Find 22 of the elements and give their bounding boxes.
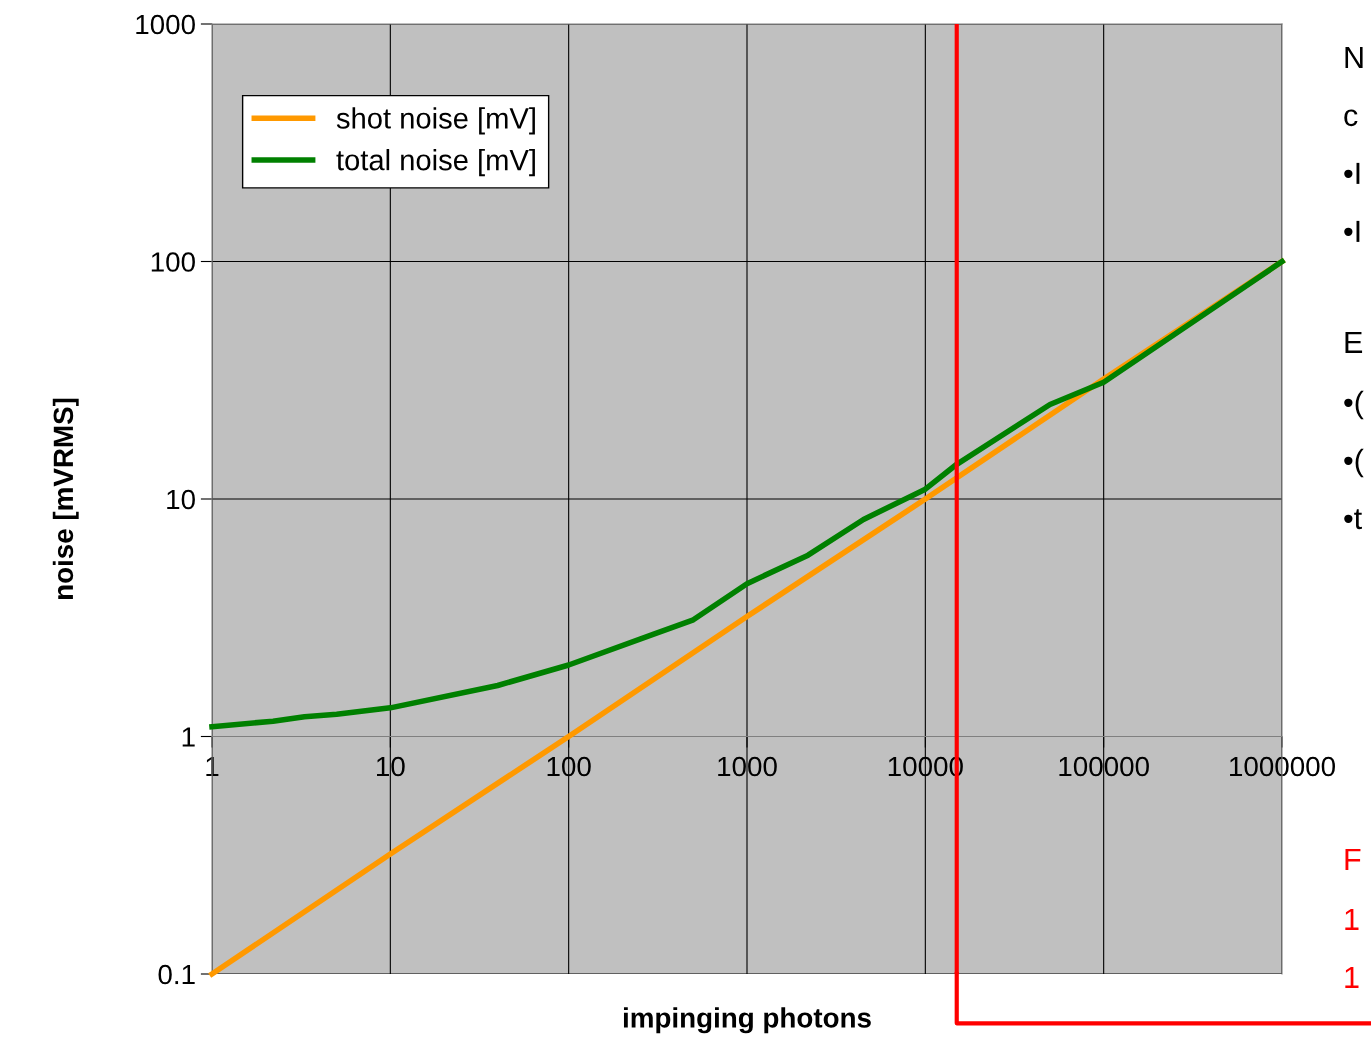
- y-tick-label: 10: [167, 489, 195, 510]
- y-tick-label: 100: [151, 252, 195, 272]
- text: N: [1345, 46, 1363, 68]
- y-tick-label: 0.1: [158, 964, 195, 985]
- text: •I: [1344, 220, 1360, 242]
- x-tick-label: 1: [206, 756, 219, 777]
- text: 1: [1345, 908, 1359, 930]
- text: •(: [1344, 448, 1364, 478]
- legend-label: shot noise [mV]: [336, 107, 535, 135]
- text: •(: [1344, 390, 1364, 420]
- x-axis-title: impinging photons: [623, 1007, 871, 1034]
- text: E: [1345, 331, 1363, 353]
- text: c: [1344, 109, 1358, 127]
- y-tick-label: 1: [182, 727, 195, 747]
- text: F: [1345, 848, 1361, 870]
- legend-label: total noise [mV]: [336, 149, 535, 177]
- y-axis-title: noise [mVRMS]: [52, 398, 79, 600]
- text: •t: [1344, 509, 1362, 530]
- text: 1: [1345, 966, 1359, 988]
- x-tick-label: 1000000: [1230, 756, 1335, 777]
- y-tick-label: 1000: [136, 14, 195, 35]
- text: •I: [1344, 162, 1360, 184]
